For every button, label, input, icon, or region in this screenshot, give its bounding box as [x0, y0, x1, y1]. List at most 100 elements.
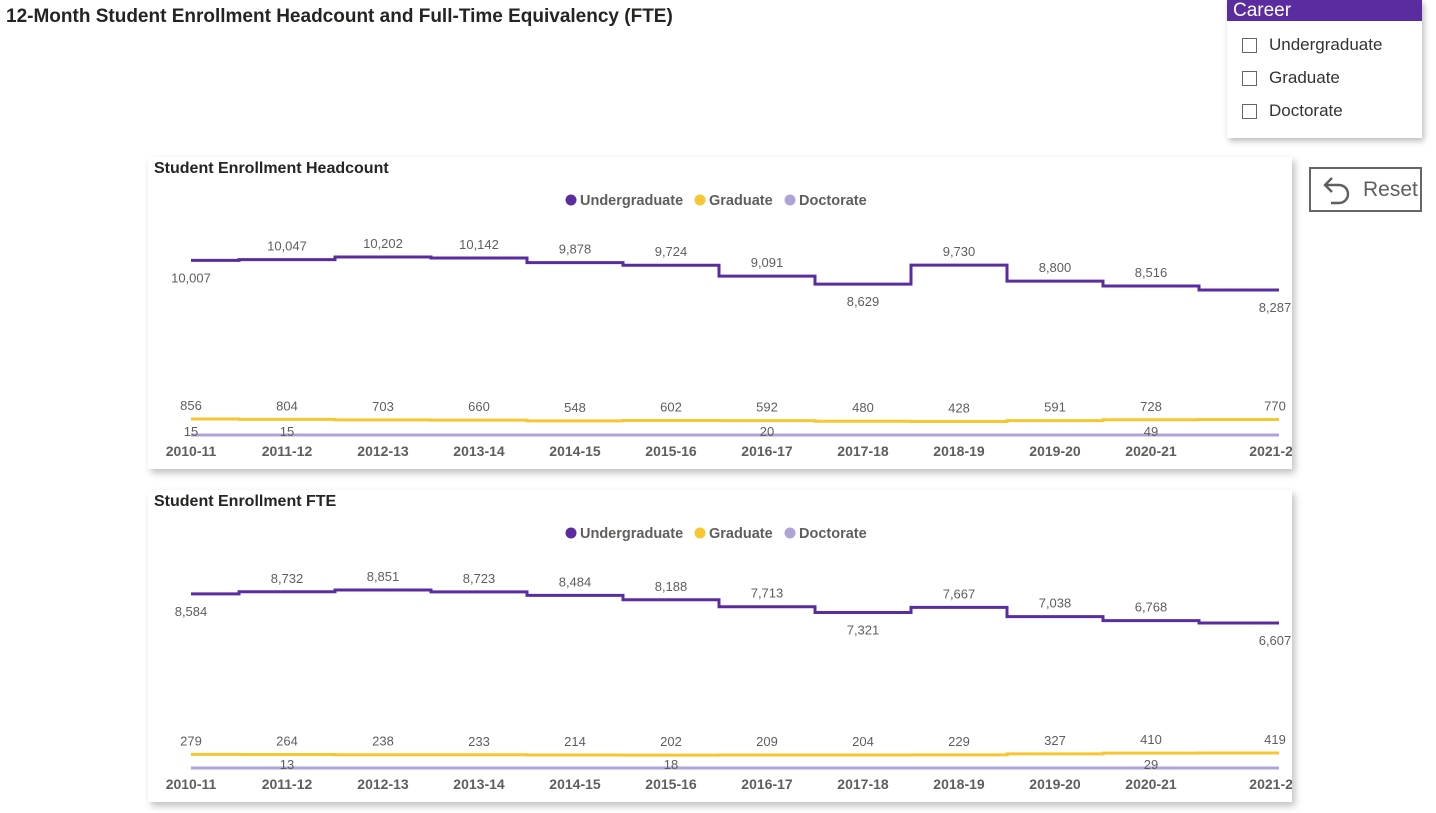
data-label-graduate: 209 [756, 734, 778, 749]
x-tick-label: 2014-15 [549, 443, 601, 459]
slicer-item-undergraduate[interactable]: Undergraduate [1242, 35, 1382, 55]
legend-item-graduate[interactable]: Graduate [694, 526, 773, 542]
data-label-undergraduate: 6,768 [1135, 600, 1168, 615]
x-tick-label: 2018-19 [933, 443, 985, 459]
x-tick-label: 2016-17 [741, 443, 793, 459]
data-label-graduate: 804 [276, 398, 298, 413]
data-label-doctorate: 15 [184, 424, 198, 439]
x-tick-label: 2017-18 [837, 776, 889, 792]
data-label-undergraduate: 8,287 [1259, 300, 1292, 315]
data-label-doctorate: 13 [280, 757, 294, 772]
data-label-undergraduate: 10,142 [459, 237, 499, 252]
data-label-graduate: 770 [1264, 399, 1286, 414]
data-label-undergraduate: 9,091 [751, 255, 784, 270]
data-label-graduate: 264 [276, 733, 298, 748]
data-label-graduate: 660 [468, 399, 490, 414]
data-label-graduate: 419 [1264, 732, 1286, 747]
checkbox-icon[interactable] [1242, 70, 1257, 86]
legend-label: Graduate [709, 526, 773, 542]
legend-item-doctorate[interactable]: Doctorate [784, 193, 867, 209]
series-line-graduate [191, 751, 1279, 757]
x-tick-label: 2012-13 [357, 443, 409, 459]
slicer-item-label: Graduate [1269, 68, 1340, 87]
data-label-doctorate: 29 [1144, 757, 1158, 772]
data-label-doctorate: 15 [280, 424, 294, 439]
legend-marker-icon [694, 527, 706, 539]
data-label-undergraduate: 8,516 [1135, 265, 1168, 280]
data-label-undergraduate: 9,724 [655, 244, 688, 259]
fte-chart: Student Enrollment FTE Undergraduate Gradu… [154, 493, 1292, 792]
chart-title: Student Enrollment FTE [154, 493, 337, 510]
slicer-item-doctorate[interactable]: Doctorate [1242, 101, 1343, 121]
legend-label: Undergraduate [580, 193, 683, 209]
data-label-graduate: 703 [372, 399, 394, 414]
data-label-undergraduate: 7,038 [1039, 596, 1072, 611]
slicer-title: Career [1227, 0, 1422, 21]
legend-item-graduate[interactable]: Graduate [694, 193, 773, 209]
data-label-undergraduate: 10,202 [363, 236, 403, 251]
data-label-doctorate: 18 [664, 757, 678, 772]
data-label-graduate: 480 [852, 400, 874, 415]
data-label-undergraduate: 10,007 [171, 270, 211, 285]
chart-legend: Undergraduate Graduate Doctorate [565, 526, 867, 542]
data-label-doctorate: 20 [760, 424, 774, 439]
data-label-graduate: 233 [468, 734, 490, 749]
legend-item-doctorate[interactable]: Doctorate [784, 526, 867, 542]
data-label-graduate: 204 [852, 734, 874, 749]
data-label-graduate: 728 [1140, 399, 1162, 414]
data-label-graduate: 428 [948, 401, 970, 416]
x-tick-label: 2019-20 [1029, 443, 1081, 459]
chart-legend: Undergraduate Graduate Doctorate [565, 193, 867, 209]
data-label-undergraduate: 8,484 [559, 574, 592, 589]
checkbox-icon[interactable] [1242, 37, 1257, 53]
data-label-graduate: 238 [372, 734, 394, 749]
x-tick-label: 2010-11 [166, 443, 217, 459]
reset-button[interactable]: Reset [1309, 167, 1422, 212]
headcount-chart: Student Enrollment Headcount Undergraduat… [154, 160, 1292, 459]
x-tick-label: 2012-13 [357, 776, 409, 792]
data-label-undergraduate: 8,629 [847, 294, 880, 309]
data-label-undergraduate: 8,732 [271, 571, 304, 586]
series-line-undergraduate [191, 255, 1279, 292]
data-label-undergraduate: 8,723 [463, 571, 496, 586]
legend-marker-icon [784, 194, 796, 206]
checkbox-icon[interactable] [1242, 103, 1257, 119]
headcount-chart-card: Student Enrollment Headcount Undergraduat… [148, 157, 1292, 469]
data-label-doctorate: 49 [1144, 424, 1158, 439]
series-line-undergraduate [191, 588, 1279, 625]
legend-label: Graduate [709, 193, 773, 209]
series-line-graduate [191, 417, 1279, 424]
legend-marker-icon [565, 194, 577, 206]
x-tick-label: 2015-16 [645, 776, 697, 792]
x-tick-label: 2020-21 [1125, 776, 1177, 792]
data-label-undergraduate: 8,851 [367, 569, 400, 584]
x-tick-label: 2015-16 [645, 443, 697, 459]
data-label-undergraduate: 7,667 [943, 586, 976, 601]
data-label-graduate: 410 [1140, 732, 1162, 747]
data-label-graduate: 202 [660, 734, 682, 749]
x-tick-label: 2010-11 [166, 776, 217, 792]
data-label-undergraduate: 10,047 [267, 239, 307, 254]
x-tick-label: 2021-22 [1249, 443, 1292, 459]
legend-item-undergraduate[interactable]: Undergraduate [565, 193, 684, 209]
fte-chart-card: Student Enrollment FTE Undergraduate Gradu… [148, 490, 1292, 802]
legend-label: Doctorate [799, 526, 867, 542]
reset-label: Reset [1363, 178, 1418, 201]
x-tick-label: 2011-12 [262, 443, 313, 459]
legend-label: Undergraduate [580, 526, 683, 542]
data-label-graduate: 327 [1044, 733, 1066, 748]
x-tick-label: 2014-15 [549, 776, 601, 792]
data-label-undergraduate: 7,321 [847, 623, 880, 638]
data-label-undergraduate: 8,584 [175, 604, 208, 619]
chart-title: Student Enrollment Headcount [154, 160, 389, 177]
x-tick-label: 2020-21 [1125, 443, 1177, 459]
slicer-item-graduate[interactable]: Graduate [1242, 68, 1340, 88]
data-label-graduate: 602 [660, 400, 682, 415]
data-label-graduate: 856 [180, 398, 202, 413]
x-tick-label: 2019-20 [1029, 776, 1081, 792]
x-tick-label: 2016-17 [741, 776, 793, 792]
data-label-undergraduate: 7,713 [751, 586, 784, 601]
legend-label: Doctorate [799, 193, 867, 209]
legend-item-undergraduate[interactable]: Undergraduate [565, 526, 684, 542]
data-label-graduate: 229 [948, 734, 970, 749]
